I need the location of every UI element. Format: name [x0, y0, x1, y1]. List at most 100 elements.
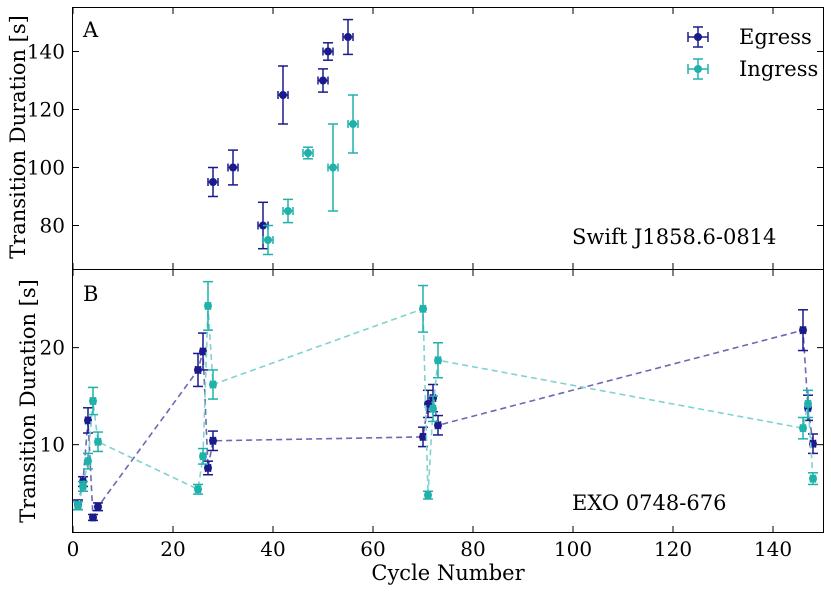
panel-a-egress-point	[207, 166, 219, 198]
panel-a: A Swift J1858.6-0814 Transition Duration…	[6, 7, 824, 270]
marker	[209, 380, 217, 389]
panel-a-ytick-label: 80	[40, 214, 65, 238]
panel-b-ingress-point	[93, 431, 103, 453]
legend-dot	[694, 65, 702, 73]
panel-b-ingress-point	[428, 395, 438, 423]
panel-b-ingress-point	[803, 389, 813, 419]
x-tick-label: 0	[67, 537, 80, 561]
panel-a-ytick-label: 140	[27, 40, 65, 64]
panel-a-egress-point	[227, 149, 239, 186]
panel-b-y-axis-label: Transition Duration [s]	[16, 279, 40, 523]
marker	[434, 421, 442, 430]
panel-b-ingress-point	[83, 452, 93, 470]
panel-a-ingress-point	[282, 198, 294, 224]
panel-a-egress-point	[277, 65, 289, 125]
marker	[84, 457, 92, 466]
marker	[209, 436, 217, 445]
panel-b-egress-point	[203, 460, 213, 476]
marker	[194, 485, 202, 494]
panel-b-egress-point	[83, 407, 93, 434]
x-axis-label: Cycle Number	[371, 561, 525, 585]
panel-a-ytick-label: 100	[27, 156, 65, 180]
x-tick-label: 80	[460, 537, 485, 561]
marker	[799, 326, 807, 335]
panel-b-ingress-point	[203, 280, 213, 331]
panel-a-annotation: Swift J1858.6-0814	[572, 225, 776, 249]
panel-b-egress-point	[418, 426, 428, 448]
panel-a-egress-point	[322, 42, 334, 61]
panel-b-ytick-label: 10	[40, 433, 65, 457]
panel-b-ingress-point	[433, 342, 443, 379]
panel-a-ticks: 80 100 120 140	[27, 8, 823, 269]
panel-a-egress-point	[317, 68, 329, 93]
panel-a-ingress-point	[262, 224, 274, 256]
marker	[199, 452, 207, 461]
panel-a-y-axis-label: Transition Duration [s]	[6, 15, 30, 259]
marker	[419, 432, 427, 441]
panel-a-ingress-point	[327, 123, 339, 212]
marker	[324, 47, 332, 56]
x-tick-label: 140	[754, 537, 792, 561]
marker	[344, 33, 352, 41]
marker	[89, 513, 97, 522]
legend-egress-marker	[687, 26, 709, 48]
panel-a-ingress-point	[347, 94, 359, 154]
marker	[74, 501, 82, 510]
x-tick-label: 40	[260, 537, 285, 561]
panel-b-ingress-point	[193, 483, 203, 495]
panel-b-label: B	[83, 282, 98, 306]
panel-a-egress-point	[342, 18, 354, 56]
marker	[304, 149, 312, 157]
marker	[264, 236, 272, 244]
x-tick-label: 20	[160, 537, 185, 561]
panel-b-egress-point	[88, 513, 98, 522]
panel-b-egress-point	[208, 430, 218, 452]
marker	[284, 207, 292, 215]
panel-b-ingress-point	[73, 501, 83, 511]
panel-b-egress-point	[93, 502, 103, 512]
panel-b-ingress-point	[78, 480, 88, 492]
panel-b-egress-point	[433, 414, 443, 436]
panel-b-annotation: EXO 0748-676	[572, 491, 726, 515]
panel-a-data	[207, 18, 359, 256]
marker	[799, 424, 807, 433]
panel-b-frame	[72, 269, 824, 533]
x-tick-label: 120	[654, 537, 692, 561]
panel-b-egress-point	[798, 309, 808, 352]
marker	[329, 163, 337, 172]
panel-b-data	[73, 280, 818, 522]
marker	[319, 76, 327, 85]
marker	[94, 437, 102, 446]
panel-a-ytick-label: 120	[27, 98, 65, 122]
legend-dot	[694, 33, 702, 41]
marker	[204, 301, 212, 310]
panel-b-ticks: 10 20 0 20 40 60 80 100 120 140	[40, 270, 823, 561]
panel-b-ingress-point	[423, 490, 433, 500]
panel-b-egress-line	[77, 329, 814, 518]
marker	[424, 491, 432, 500]
marker	[79, 482, 87, 491]
legend-ingress-label: Ingress	[739, 57, 818, 81]
marker	[229, 163, 237, 172]
panel-b-ingress-point	[208, 369, 218, 400]
marker	[429, 404, 437, 413]
x-tick-label: 100	[554, 537, 592, 561]
marker	[204, 463, 212, 472]
marker	[279, 91, 287, 99]
marker	[84, 416, 92, 425]
panel-b-ingress-point	[808, 472, 818, 486]
legend-ingress-marker	[687, 58, 709, 80]
marker	[94, 502, 102, 511]
marker	[349, 120, 357, 128]
marker	[419, 304, 427, 313]
panel-b-ingress-line	[77, 305, 814, 506]
panel-b-ytick-label: 20	[40, 336, 65, 360]
marker	[89, 397, 97, 405]
panel-a-label: A	[82, 18, 99, 42]
marker	[209, 178, 217, 186]
marker	[199, 347, 207, 356]
x-tick-label: 60	[360, 537, 385, 561]
marker	[809, 474, 817, 483]
legend: Egress Ingress	[687, 25, 818, 81]
